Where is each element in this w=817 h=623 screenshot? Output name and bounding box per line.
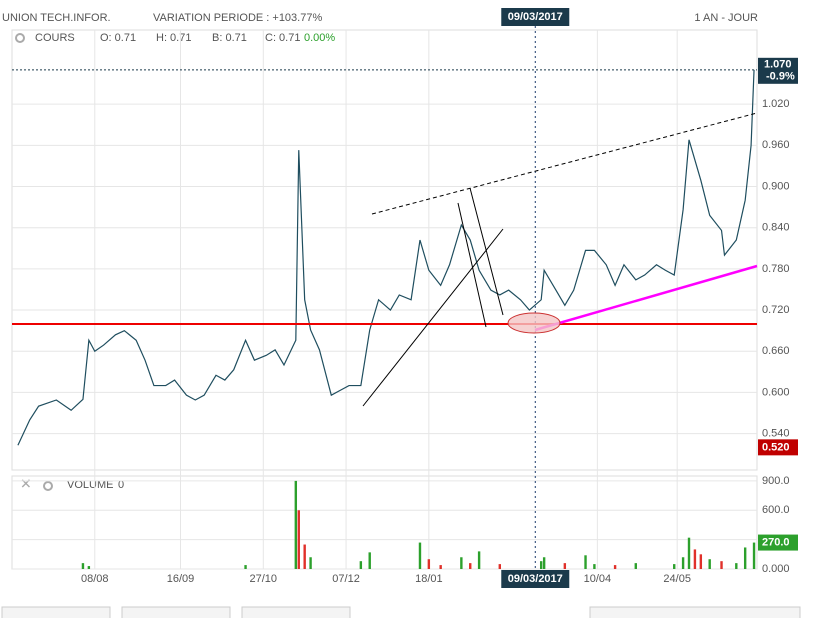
crosshair-box [501,8,570,26]
x-tick-label: 18/01 [415,573,443,585]
tab[interactable] [589,606,801,622]
volume-bar [593,564,596,569]
volume-bar [294,480,298,569]
volume-bar [477,551,481,569]
y-tick-label: 600.0 [762,504,790,516]
volume-bar [693,549,697,569]
volume-bar [563,563,567,569]
open: O: 0.71 [100,32,136,44]
crosshair-label: 09/03/2017 [508,11,563,23]
toolbar [1,606,801,622]
x-tick-label: 10/04 [584,573,612,585]
volume-bar [87,566,91,569]
volume-bar [699,554,703,569]
volume-bar [439,565,442,569]
y-tick-label: 0.900 [762,180,790,192]
crosshair-label: 09/03/2017 [508,573,563,585]
volume-bar [613,565,617,569]
close-icon[interactable]: ✕ [20,476,32,492]
price-line [17,69,755,446]
high: H: 0.71 [156,32,191,44]
volume-bar [681,557,685,569]
last-price-change: -0.9% [766,71,795,83]
x-tick-label: 16/09 [167,573,195,585]
trend-line [457,202,487,328]
y-tick-label: 0.000 [762,563,790,575]
period: 1 AN - JOUR [694,12,758,24]
volume-bar [427,559,431,569]
tab[interactable] [241,606,351,622]
trend-line [362,228,504,407]
settings-icon[interactable] [15,33,25,43]
y-tick-label: 0.660 [762,345,790,357]
volume-bar [303,544,306,569]
low-box [758,439,798,456]
volume-bar [244,565,247,569]
close: C: 0.71 [265,32,300,44]
tab[interactable] [121,606,231,622]
x-tick-label: 27/10 [250,573,278,585]
crosshair-box [501,570,570,588]
volume-bar [752,542,756,569]
volume-bar [720,561,723,569]
last-price-label: 1.070 [764,59,792,71]
volume-bar [498,564,501,569]
y-tick-label: 0.840 [762,222,790,234]
magenta-trend [534,264,758,332]
y-tick-label: 1.020 [762,98,790,110]
low: B: 0.71 [212,32,247,44]
volume-last-label: 270.0 [762,536,790,548]
volume-bar [735,563,738,569]
volume-bar [460,557,463,569]
volume-bar [297,510,300,569]
volume-bar [309,557,312,569]
volume-bar [81,563,85,569]
series-label: COURS [35,32,75,44]
y-tick-label: 0.720 [762,304,790,316]
last-price-box [758,57,798,84]
variation: VARIATION PERIODE : +103.77% [153,12,322,24]
volume-bar [542,557,546,569]
y-tick-label: 900.0 [762,475,790,487]
drawings [12,112,758,407]
channel-line [371,112,758,215]
x-tick-label: 24/05 [663,573,691,585]
x-tick-label: 08/08 [81,573,109,585]
volume-bar [469,563,472,569]
volume-bar [708,559,711,569]
instrument-title: UNION TECH.INFOR. [2,12,111,24]
volume-bar [743,547,747,569]
highlight-ellipse [507,312,561,334]
y-tick-label: 0.960 [762,139,790,151]
low-label: 0.520 [762,441,790,453]
volume-bar [418,542,422,569]
y-tick-label: 0.780 [762,263,790,275]
volume-label: VOLUME [67,479,113,491]
y-tick-label: 0.600 [762,386,790,398]
price-frame [11,29,758,471]
volume-bar [368,552,371,569]
trend-line [469,187,504,316]
change: 0.00% [304,32,335,44]
volume-bar [634,563,637,569]
volume-bar [687,537,691,569]
volume-bar [359,561,363,569]
volume-last-box [758,534,798,551]
x-tick-label: 07/12 [332,573,360,585]
tab[interactable] [1,606,111,622]
volume-bar [584,555,587,569]
volume-current: 0 [118,479,124,491]
settings-icon[interactable] [43,481,53,491]
volume-bar [673,564,676,569]
y-tick-label: 0.540 [762,428,790,440]
volume-bar [539,561,543,569]
